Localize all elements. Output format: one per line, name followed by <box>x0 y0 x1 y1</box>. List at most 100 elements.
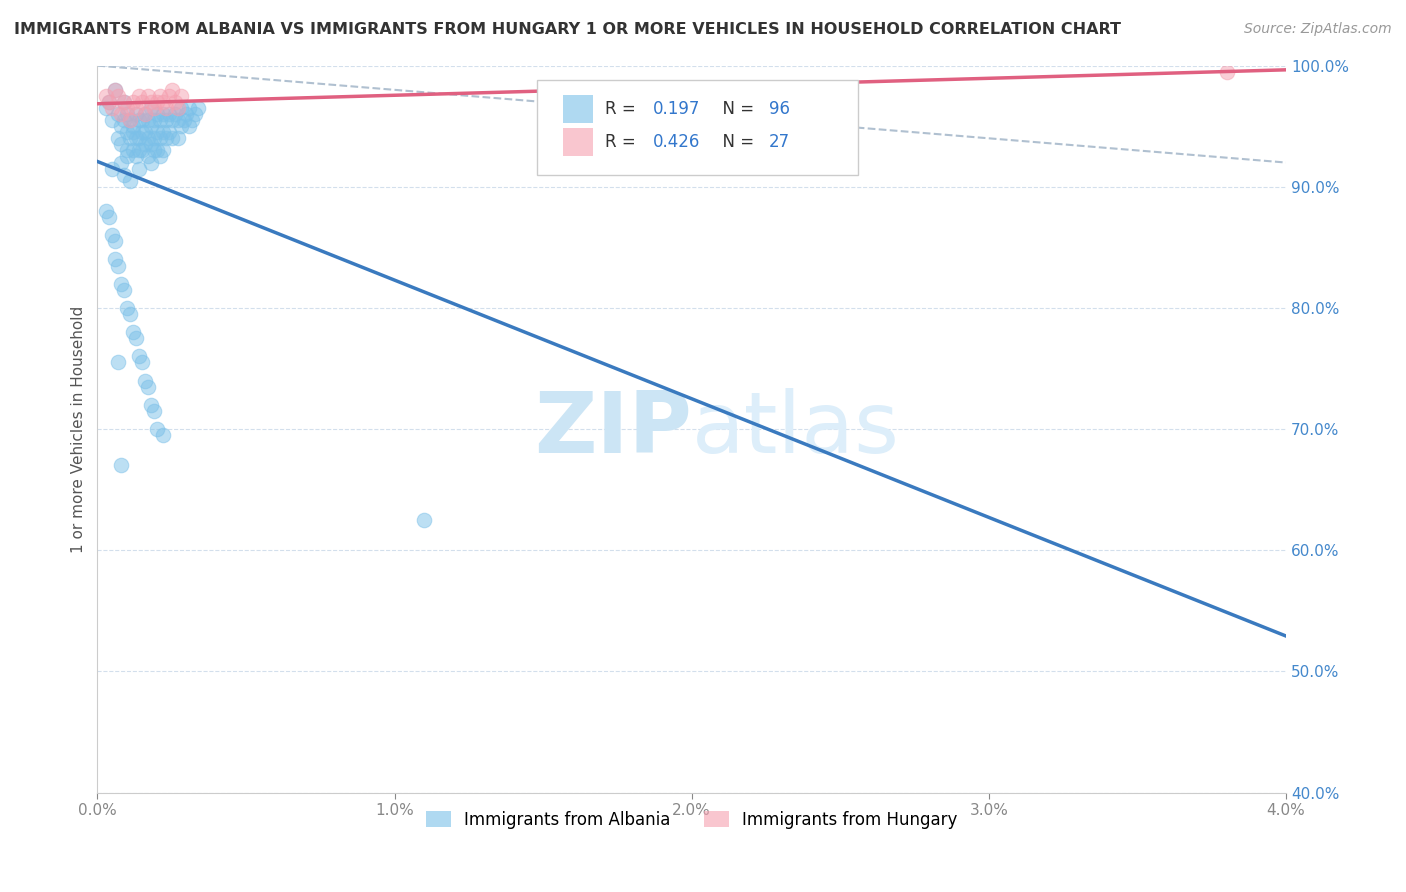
Point <box>146 107 169 121</box>
Point <box>146 95 169 109</box>
Point <box>131 125 153 139</box>
Point <box>107 259 129 273</box>
Point <box>136 131 159 145</box>
Legend: Immigrants from Albania, Immigrants from Hungary: Immigrants from Albania, Immigrants from… <box>419 804 965 835</box>
Point <box>139 137 162 152</box>
Point <box>181 113 204 128</box>
Point <box>104 83 127 97</box>
Point <box>122 144 145 158</box>
Point <box>146 125 169 139</box>
Point <box>125 149 148 163</box>
Point <box>157 89 180 103</box>
Point <box>166 101 188 115</box>
Point <box>110 155 132 169</box>
Point <box>160 131 183 145</box>
Point <box>184 107 207 121</box>
Point <box>110 107 132 121</box>
Point <box>166 113 188 128</box>
Point <box>157 107 180 121</box>
Point <box>136 149 159 163</box>
Text: R =: R = <box>605 100 641 119</box>
Y-axis label: 1 or more Vehicles in Household: 1 or more Vehicles in Household <box>72 305 86 553</box>
Point <box>139 95 162 109</box>
Point <box>122 95 145 109</box>
Point <box>134 137 156 152</box>
Point <box>134 107 156 121</box>
Point <box>152 125 174 139</box>
Text: ZIP: ZIP <box>534 388 692 471</box>
Point <box>169 101 191 115</box>
Text: atlas: atlas <box>692 388 900 471</box>
Point <box>155 131 177 145</box>
Point <box>134 107 156 121</box>
Point <box>176 107 198 121</box>
Text: IMMIGRANTS FROM ALBANIA VS IMMIGRANTS FROM HUNGARY 1 OR MORE VEHICLES IN HOUSEHO: IMMIGRANTS FROM ALBANIA VS IMMIGRANTS FR… <box>14 22 1121 37</box>
Point <box>139 155 162 169</box>
FancyBboxPatch shape <box>537 80 858 175</box>
Point <box>107 131 129 145</box>
Point <box>155 101 177 115</box>
Point <box>115 107 138 121</box>
Point <box>118 113 141 128</box>
Point <box>139 398 162 412</box>
Point <box>179 101 201 115</box>
Point <box>125 331 148 345</box>
Point <box>146 422 169 436</box>
Point <box>96 204 118 219</box>
Point <box>118 113 141 128</box>
Bar <box>564 128 593 156</box>
Point <box>98 210 121 224</box>
Point <box>136 89 159 103</box>
Point <box>131 95 153 109</box>
Point <box>122 325 145 339</box>
Point <box>115 101 138 115</box>
Text: 0.426: 0.426 <box>652 133 700 151</box>
Point <box>179 119 201 133</box>
Point <box>149 131 172 145</box>
Point <box>134 374 156 388</box>
Point <box>152 144 174 158</box>
Text: 27: 27 <box>769 133 790 151</box>
Point <box>125 131 148 145</box>
Point <box>152 107 174 121</box>
Point <box>112 95 135 109</box>
Point <box>128 161 150 176</box>
Point <box>115 144 138 158</box>
Point <box>125 107 148 121</box>
Point <box>112 113 135 128</box>
Text: N =: N = <box>711 133 759 151</box>
Point <box>142 404 165 418</box>
Text: N =: N = <box>711 100 759 119</box>
Point <box>115 149 138 163</box>
Point <box>163 107 186 121</box>
Point <box>166 131 188 145</box>
Point <box>142 101 165 115</box>
Point <box>112 95 135 109</box>
Point <box>110 137 132 152</box>
Point <box>169 89 191 103</box>
Point <box>115 125 138 139</box>
Text: R =: R = <box>605 133 641 151</box>
Point <box>101 101 124 115</box>
Point <box>104 235 127 249</box>
Point <box>413 513 436 527</box>
Point <box>101 161 124 176</box>
Text: 96: 96 <box>769 100 790 119</box>
Point <box>118 307 141 321</box>
Point <box>131 355 153 369</box>
Point <box>149 89 172 103</box>
Point <box>107 355 129 369</box>
Point <box>157 125 180 139</box>
Point <box>142 113 165 128</box>
Point <box>149 149 172 163</box>
Point <box>128 89 150 103</box>
Point <box>98 95 121 109</box>
Point <box>160 113 183 128</box>
Point <box>107 89 129 103</box>
Point <box>146 144 169 158</box>
Point <box>110 458 132 473</box>
Point <box>122 125 145 139</box>
Point <box>152 95 174 109</box>
Point <box>125 101 148 115</box>
Point <box>115 301 138 315</box>
